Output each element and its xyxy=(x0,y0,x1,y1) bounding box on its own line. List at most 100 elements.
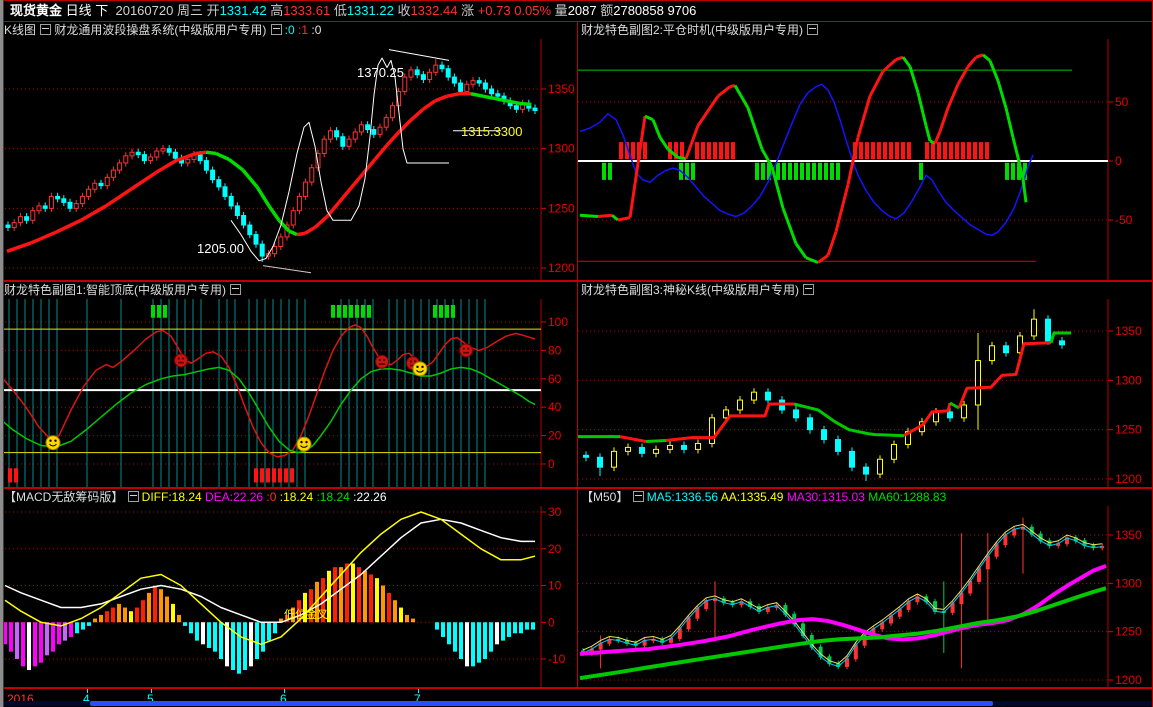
axis-tick-label: 1250 xyxy=(1115,625,1142,639)
text-segment: 【M50】 xyxy=(581,490,632,504)
sub1-chart[interactable]: 100 80 60 40 20 0 xyxy=(1,299,577,487)
text-segment: 财龙特色副图2:平仓时机(中级版用户专用) xyxy=(581,23,807,37)
axis-tick xyxy=(87,689,88,693)
text-segment: :1 xyxy=(294,23,309,37)
text-segment: 【MACD无敌筹码版】 xyxy=(4,490,127,504)
panel-sub1-zhinengdingdi: 财龙特色副图1:智能顶底(中级版用户专用) 100 80 60 40 20 0 xyxy=(0,281,578,488)
text-segment: 量 xyxy=(551,3,568,18)
chart-annotation: 1370.25 xyxy=(357,65,404,80)
text-segment: MA30:1315.03 xyxy=(786,490,869,504)
axis-tick-label: 0 xyxy=(548,615,555,629)
text-segment: 高 xyxy=(266,3,284,18)
axis-tick xyxy=(151,689,152,693)
text-segment: 1331.42 xyxy=(219,3,267,18)
text-segment: :18.24 xyxy=(279,490,317,504)
axis-tick xyxy=(284,689,285,693)
text-segment: 财龙特色副图3:神秘K线(中级版用户专用) xyxy=(581,283,803,297)
axis-tick-label: 1200 xyxy=(1115,673,1142,687)
scrollbar-thumb[interactable] xyxy=(90,701,993,706)
sub2-chart[interactable]: 50 0 -50 xyxy=(578,39,1152,280)
text-segment: :18.24 xyxy=(316,490,354,504)
text-segment: 2087 xyxy=(567,3,597,18)
axis-month-label: 5 xyxy=(147,692,154,706)
axis-tick-label: 30 xyxy=(548,506,562,519)
text-segment: 1331.22 xyxy=(346,3,394,18)
panel-sub2-header: 财龙特色副图2:平仓时机(中级版用户专用) xyxy=(581,22,1151,39)
collapse-icon[interactable] xyxy=(632,491,644,503)
text-segment: +0.73 0.05% xyxy=(477,3,552,18)
chart-annotation: 1205.00 xyxy=(197,241,244,256)
axis-tick-label: 100 xyxy=(548,315,568,329)
panel-sub2-pingcang: 财龙特色副图2:平仓时机(中级版用户专用) 50 0 -50 xyxy=(577,21,1153,281)
text-segment: MA5:1336.56 xyxy=(646,490,721,504)
text-segment: 下 xyxy=(91,3,112,18)
text-segment: MA60:1288.83 xyxy=(868,490,947,504)
text-segment: :22.26 xyxy=(353,490,387,504)
text-segment: 1332.44 xyxy=(410,3,458,18)
axis-tick-label: 10 xyxy=(548,579,562,593)
text-segment: 现货黄金 xyxy=(10,3,63,18)
axis-tick-label: -10 xyxy=(548,652,566,666)
smiley-bottom-signal-icon xyxy=(296,436,312,452)
text-segment: AA:1335.49 xyxy=(720,490,787,504)
red-top-signal-icon xyxy=(459,343,473,358)
collapse-icon[interactable] xyxy=(270,24,282,36)
red-top-signal-icon xyxy=(375,354,389,369)
axis-tick-label: 80 xyxy=(548,343,562,357)
axis-tick-label: 1250 xyxy=(1115,423,1142,437)
red-top-signal-icon xyxy=(174,353,188,368)
axis-tick-label: 1200 xyxy=(1115,472,1142,486)
axis-month-label: 7 xyxy=(414,692,421,706)
quote-info-bar: 现货黄金 日线 下 20160720 周三 开1331.42 高1333.61 … xyxy=(0,0,1153,21)
text-segment: DIFF:18.24 xyxy=(141,490,206,504)
text-segment: 低 xyxy=(330,3,347,18)
panel-kline-header: K线图 财龙通用波段操盘系统(中级版用户专用) :0 :1 :0 xyxy=(4,22,576,39)
text-segment: :0 xyxy=(266,490,280,504)
panel-sub3-header: 财龙特色副图3:神秘K线(中级版用户专用) xyxy=(581,282,1151,299)
text-segment: 2780858 9706 xyxy=(613,3,697,18)
panel-sub3-shenmikxian: 财龙特色副图3:神秘K线(中级版用户专用) 1350 1300 1250 1200 xyxy=(577,281,1153,488)
axis-tick-label: 1300 xyxy=(548,142,575,156)
text-segment: 20160720 周三 xyxy=(111,3,207,18)
axis-tick xyxy=(418,689,419,693)
axis-tick-label: 20 xyxy=(548,429,562,443)
horizontal-scrollbar[interactable] xyxy=(1,701,1152,706)
collapse-icon[interactable] xyxy=(803,284,815,296)
text-segment: 日线 xyxy=(62,3,92,18)
axis-tick-label: 0 xyxy=(548,457,555,471)
text-segment: 额 xyxy=(596,3,614,18)
sub3-chart[interactable]: 1350 1300 1250 1200 xyxy=(578,299,1152,487)
text-segment: 财龙特色副图1:智能顶底(中级版用户专用) xyxy=(4,283,230,297)
axis-tick-label: 1200 xyxy=(548,261,575,275)
chart-annotation: 1315.3300 xyxy=(461,124,522,139)
text-segment: :0 xyxy=(284,23,295,37)
text-segment: 涨 xyxy=(457,3,478,18)
collapse-icon[interactable] xyxy=(230,284,242,296)
panel-macd-header: 【MACD无敌筹码版】 DIFF:18.24 DEA:22.26 :0 :18.… xyxy=(4,489,576,506)
panel-m50: 【M50】 MA5:1336.56 AA:1335.49 MA30:1315.0… xyxy=(577,488,1153,688)
axis-tick-label: 1350 xyxy=(1115,528,1142,542)
panel-kline-main: K线图 财龙通用波段操盘系统(中级版用户专用) :0 :1 :0 1350 130… xyxy=(0,21,578,281)
text-segment: 收 xyxy=(393,3,411,18)
window-left-edge xyxy=(0,0,4,707)
axis-tick-label: 60 xyxy=(548,372,562,386)
axis-tick-label: 1250 xyxy=(548,201,575,215)
axis-tick-label: 40 xyxy=(548,400,562,414)
collapse-icon[interactable] xyxy=(807,24,819,36)
text-segment: K线图 xyxy=(4,23,40,37)
axis-tick-label: 50 xyxy=(1115,95,1129,109)
macd-chart[interactable]: 30 20 10 0 -10 低位金叉 xyxy=(1,506,577,687)
axis-month-label: 6 xyxy=(280,692,287,706)
collapse-icon[interactable] xyxy=(40,24,52,36)
kline-chart[interactable]: 1350 1300 1250 1200 1370.25 1315.3300 1205.00 xyxy=(1,39,577,280)
axis-tick-label: 1350 xyxy=(548,82,575,96)
text-segment: 1333.61 xyxy=(283,3,331,18)
text-segment: 开 xyxy=(206,3,220,18)
axis-tick-label: 1300 xyxy=(1115,373,1142,387)
panel-m50-header: 【M50】 MA5:1336.56 AA:1335.49 MA30:1315.0… xyxy=(581,489,1151,506)
collapse-icon[interactable] xyxy=(127,491,139,503)
axis-month-label: 4 xyxy=(83,692,90,706)
m50-chart[interactable]: 1350 1300 1250 1200 xyxy=(578,506,1152,687)
text-segment: 财龙通用波段操盘系统(中级版用户专用) xyxy=(54,23,270,37)
